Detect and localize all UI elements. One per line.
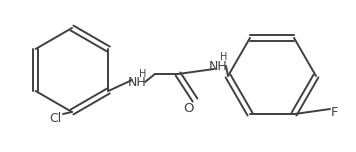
Text: O: O [184,102,194,114]
Text: Cl: Cl [49,112,61,124]
Text: NH: NH [127,76,146,88]
Text: NH: NH [209,59,227,73]
Text: H: H [220,52,228,62]
Text: H: H [139,69,147,79]
Text: F: F [331,105,339,119]
